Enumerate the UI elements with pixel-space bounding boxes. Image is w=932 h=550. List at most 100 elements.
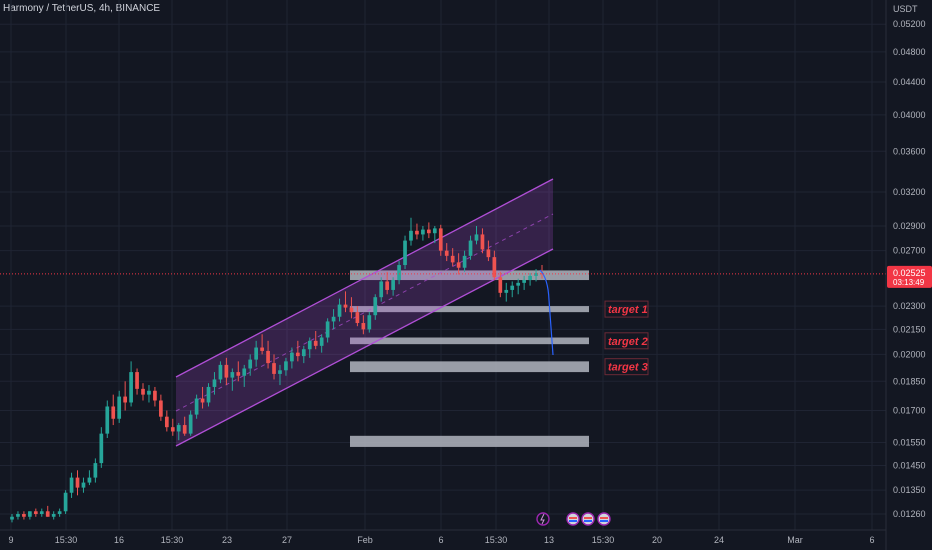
candle[interactable]	[421, 229, 425, 235]
candle[interactable]	[272, 363, 276, 374]
candle[interactable]	[16, 514, 20, 517]
candle[interactable]	[486, 249, 491, 258]
candle[interactable]	[51, 514, 56, 517]
candle[interactable]	[182, 425, 187, 434]
zone-1[interactable]	[350, 270, 589, 281]
candle[interactable]	[331, 316, 336, 322]
candle[interactable]	[194, 398, 199, 415]
candle[interactable]	[427, 229, 431, 234]
candle[interactable]	[10, 516, 14, 520]
candle[interactable]	[432, 228, 437, 234]
candle[interactable]	[474, 234, 479, 241]
candle[interactable]	[498, 277, 503, 293]
candle[interactable]	[462, 255, 467, 268]
candle[interactable]	[480, 234, 485, 250]
channel-lower-line[interactable]	[175, 248, 554, 447]
candle[interactable]	[63, 492, 68, 512]
candle[interactable]	[236, 372, 241, 376]
candle[interactable]	[319, 337, 324, 346]
candle[interactable]	[170, 427, 175, 432]
candle[interactable]	[313, 340, 318, 346]
candle[interactable]	[504, 289, 509, 293]
candle[interactable]	[28, 511, 32, 517]
candle[interactable]	[522, 280, 526, 283]
candle[interactable]	[123, 396, 127, 403]
zone-3[interactable]	[350, 337, 589, 345]
candle[interactable]	[87, 477, 92, 483]
candle[interactable]	[218, 364, 223, 380]
candle[interactable]	[301, 349, 306, 357]
candle[interactable]	[164, 416, 169, 428]
candle[interactable]	[456, 262, 461, 268]
candle[interactable]	[57, 511, 62, 515]
candle[interactable]	[206, 386, 211, 403]
candle[interactable]	[200, 398, 205, 403]
candle[interactable]	[397, 265, 401, 281]
channel-upper-line[interactable]	[175, 178, 554, 378]
candle[interactable]	[135, 372, 139, 389]
candle[interactable]	[343, 304, 348, 308]
candle[interactable]	[242, 368, 247, 376]
candle[interactable]	[284, 361, 288, 371]
candle[interactable]	[159, 400, 163, 417]
candle[interactable]	[361, 323, 366, 330]
candle[interactable]	[510, 285, 515, 290]
candle[interactable]	[254, 347, 259, 360]
zone-4[interactable]	[350, 361, 589, 373]
candle[interactable]	[373, 297, 378, 316]
candle[interactable]	[224, 364, 229, 378]
candle[interactable]	[22, 514, 26, 517]
candle[interactable]	[534, 273, 538, 276]
candle[interactable]	[290, 352, 294, 362]
candle[interactable]	[325, 321, 330, 338]
candle[interactable]	[438, 228, 443, 251]
candle[interactable]	[444, 250, 449, 256]
candle[interactable]	[93, 463, 98, 478]
candle[interactable]	[105, 406, 110, 434]
candle[interactable]	[33, 511, 38, 515]
candle[interactable]	[117, 396, 122, 419]
candle[interactable]	[516, 282, 521, 286]
candle[interactable]	[212, 379, 217, 387]
candle[interactable]	[355, 312, 360, 324]
zone-2[interactable]	[350, 306, 589, 313]
candle[interactable]	[468, 240, 473, 256]
candle[interactable]	[153, 390, 157, 401]
candle[interactable]	[415, 230, 419, 235]
candle[interactable]	[391, 280, 395, 290]
candle[interactable]	[528, 275, 532, 281]
candle[interactable]	[266, 350, 270, 364]
candle[interactable]	[147, 390, 151, 395]
candle[interactable]	[230, 372, 235, 378]
candle[interactable]	[349, 307, 354, 313]
candle[interactable]	[188, 414, 193, 434]
candle[interactable]	[450, 255, 455, 263]
candle[interactable]	[75, 477, 80, 488]
lightning-event-icon[interactable]	[536, 512, 550, 526]
candle[interactable]	[176, 425, 181, 432]
candle[interactable]	[385, 281, 390, 290]
candle[interactable]	[129, 372, 133, 403]
candle[interactable]	[403, 240, 407, 266]
candle[interactable]	[307, 340, 312, 350]
candle[interactable]	[295, 352, 300, 357]
candle[interactable]	[278, 370, 282, 374]
candle[interactable]	[141, 388, 145, 395]
candle[interactable]	[39, 511, 44, 515]
candle[interactable]	[492, 257, 497, 278]
candle[interactable]	[248, 359, 253, 369]
candle[interactable]	[45, 511, 50, 517]
candle[interactable]	[99, 433, 104, 464]
candle[interactable]	[540, 273, 544, 275]
candle[interactable]	[69, 477, 74, 493]
candle[interactable]	[379, 281, 384, 298]
candle[interactable]	[111, 406, 116, 419]
candle[interactable]	[260, 347, 264, 351]
candle[interactable]	[81, 482, 86, 488]
zone-5[interactable]	[350, 435, 589, 447]
candle[interactable]	[337, 304, 342, 317]
candle[interactable]	[409, 230, 413, 241]
candle[interactable]	[367, 315, 372, 330]
